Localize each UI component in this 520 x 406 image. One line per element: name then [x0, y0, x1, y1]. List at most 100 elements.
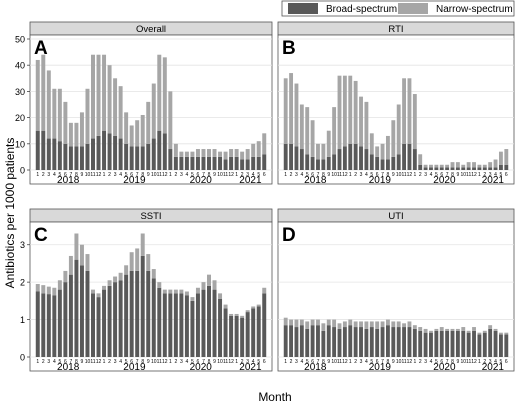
year-label: 2019: [369, 362, 392, 373]
month-tick-label: 3: [47, 172, 50, 178]
bar-narrow: [321, 143, 326, 160]
legend-broad-swatch: [288, 3, 318, 14]
month-tick-label: 4: [119, 172, 122, 178]
bar-narrow: [218, 293, 223, 299]
bar-broad: [418, 164, 423, 170]
bar-broad: [85, 143, 90, 170]
bar-narrow: [477, 332, 482, 335]
bar-broad: [445, 167, 450, 170]
bar-broad: [113, 282, 118, 357]
bar-narrow: [283, 317, 288, 326]
bar-narrow: [326, 130, 331, 157]
month-tick-label: 12: [407, 359, 413, 365]
bar-broad: [429, 332, 433, 357]
month-tick-label: 1: [284, 359, 287, 365]
month-tick-label: 2: [241, 359, 244, 365]
bar-narrow: [466, 162, 471, 168]
bar-narrow: [488, 325, 493, 329]
bar-broad: [283, 143, 288, 170]
bar-narrow: [46, 70, 51, 139]
bar-broad: [498, 164, 503, 170]
month-tick-label: 3: [246, 172, 249, 178]
bar-narrow: [41, 285, 46, 294]
bar-broad: [369, 327, 374, 357]
bar-broad: [262, 154, 267, 170]
bar-narrow: [157, 282, 162, 288]
year-label: 2019: [123, 362, 146, 373]
bar-narrow: [385, 319, 390, 326]
bar-narrow: [46, 286, 51, 295]
bar-narrow: [445, 328, 450, 331]
month-tick-label: 11: [90, 172, 95, 178]
bar-broad: [168, 293, 173, 357]
bar-narrow: [289, 319, 294, 326]
bar-narrow: [240, 151, 245, 160]
bar-broad: [135, 146, 140, 170]
bar-narrow: [380, 143, 385, 160]
bar-broad: [102, 130, 107, 170]
bar-broad: [439, 330, 444, 357]
bar-broad: [396, 327, 401, 357]
bar-narrow: [35, 284, 40, 292]
year-label: 2021: [482, 362, 505, 373]
month-tick-label: 12: [96, 359, 102, 365]
bar-broad: [316, 325, 320, 357]
bar-broad: [488, 167, 493, 170]
bar-broad: [434, 330, 439, 357]
month-tick-label: 7: [202, 359, 205, 365]
month-tick-label: 5: [191, 359, 194, 365]
bar-broad: [151, 278, 156, 357]
month-tick-label: 6: [263, 172, 266, 178]
month-tick-label: 5: [500, 359, 503, 365]
bar-narrow: [218, 151, 223, 157]
month-tick-label: 10: [460, 359, 466, 365]
bar-broad: [124, 274, 129, 357]
bar-broad: [79, 265, 84, 357]
month-tick-label: 1: [169, 172, 172, 178]
bar-narrow: [151, 269, 156, 279]
bar-narrow: [35, 59, 40, 131]
bar-narrow: [477, 164, 482, 168]
bar-broad: [35, 291, 40, 357]
bar-broad: [129, 146, 134, 170]
bar-narrow: [63, 270, 68, 283]
bar-narrow: [461, 327, 466, 331]
bar-broad: [207, 156, 211, 170]
bar-narrow: [488, 162, 493, 168]
bar-broad: [162, 133, 167, 170]
bar-broad: [218, 298, 223, 357]
bar-narrow: [326, 319, 331, 326]
bar-narrow: [118, 272, 123, 281]
bar-broad: [493, 167, 498, 170]
month-tick-label: 2: [290, 359, 293, 365]
month-tick-label: 7: [70, 359, 73, 365]
bar-broad: [41, 130, 46, 170]
month-tick-label: 8: [141, 172, 144, 178]
bar-broad: [212, 289, 217, 357]
year-label: 2021: [239, 175, 262, 186]
y-tick-label: 3: [20, 240, 25, 250]
bar-narrow: [113, 276, 118, 283]
bar-narrow: [85, 88, 90, 144]
month-tick-label: 3: [360, 359, 363, 365]
month-tick-label: 11: [90, 359, 95, 365]
bar-broad: [423, 167, 428, 170]
bar-narrow: [234, 149, 239, 157]
bar-broad: [195, 293, 200, 357]
month-tick-label: 8: [322, 172, 325, 178]
bar-broad: [342, 146, 347, 170]
month-tick-label: 5: [306, 359, 309, 365]
month-tick-label: 7: [136, 359, 139, 365]
bar-narrow: [102, 285, 107, 290]
bar-broad: [218, 156, 223, 170]
bar-broad: [472, 330, 476, 357]
bar-broad: [289, 325, 294, 357]
month-tick-label: 2: [419, 359, 422, 365]
bar-broad: [466, 167, 471, 170]
bar-narrow: [113, 78, 118, 136]
month-tick-label: 3: [47, 359, 50, 365]
month-tick-label: 9: [392, 359, 395, 365]
bar-broad: [140, 146, 145, 170]
